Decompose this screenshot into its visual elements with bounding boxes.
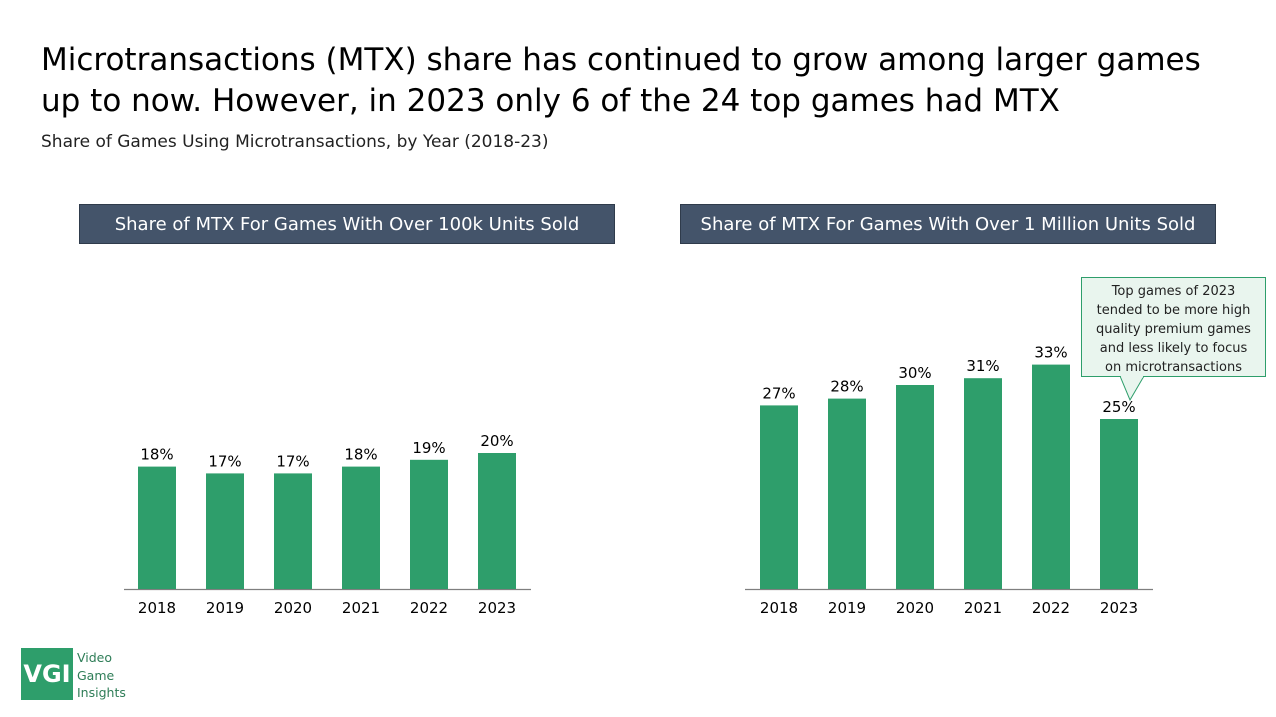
logo-line: Game xyxy=(77,667,115,683)
bar xyxy=(760,405,798,589)
bar xyxy=(274,473,312,589)
data-label: 28% xyxy=(830,378,863,396)
data-label: 17% xyxy=(276,452,309,470)
x-tick-label: 2022 xyxy=(410,599,448,617)
bar xyxy=(1100,419,1138,589)
bar xyxy=(410,459,448,589)
logo-line: Video xyxy=(77,650,113,665)
x-tick-label: 2018 xyxy=(138,599,176,617)
x-tick-label: 2021 xyxy=(964,599,1002,617)
data-label: 18% xyxy=(140,446,173,464)
page-subtitle: Share of Games Using Microtransactions, … xyxy=(41,132,549,152)
bar xyxy=(206,473,244,589)
data-label: 19% xyxy=(412,439,445,457)
data-label: 25% xyxy=(1102,398,1135,416)
x-tick-label: 2019 xyxy=(206,599,244,617)
logo-line: Insights xyxy=(77,685,126,700)
x-tick-label: 2022 xyxy=(1032,599,1070,617)
data-label: 20% xyxy=(480,432,513,450)
callout-line: tended to be more high xyxy=(1096,303,1251,318)
bar xyxy=(478,453,516,589)
bar xyxy=(342,466,380,589)
data-label: 27% xyxy=(762,384,795,402)
x-tick-label: 2019 xyxy=(828,599,866,617)
chart-right-title: Share of MTX For Games With Over 1 Milli… xyxy=(680,204,1216,244)
bar xyxy=(1032,364,1070,589)
callout-line: on microtransactions xyxy=(1105,360,1242,375)
vgi-logo: VGI xyxy=(21,648,73,700)
bar xyxy=(964,378,1002,589)
callout-pointer xyxy=(1120,376,1145,402)
data-label: 30% xyxy=(898,364,931,382)
callout-line: Top games of 2023 xyxy=(1111,284,1236,299)
x-tick-label: 2020 xyxy=(274,599,312,617)
x-tick-label: 2023 xyxy=(1100,599,1138,617)
bar xyxy=(138,466,176,589)
page-title: Microtransactions (MTX) share has contin… xyxy=(41,42,1201,119)
bar xyxy=(828,398,866,589)
data-label: 33% xyxy=(1034,344,1067,362)
bar xyxy=(896,385,934,589)
data-label: 17% xyxy=(208,452,241,470)
callout-line: quality premium games xyxy=(1096,322,1251,337)
logo-wordmark: Video Game Insights xyxy=(77,649,126,702)
data-label: 18% xyxy=(344,446,377,464)
x-tick-label: 2020 xyxy=(896,599,934,617)
x-tick-label: 2023 xyxy=(478,599,516,617)
callout-box: Top games of 2023 tended to be more high… xyxy=(1081,277,1266,377)
x-tick-label: 2018 xyxy=(760,599,798,617)
chart-left-title: Share of MTX For Games With Over 100k Un… xyxy=(79,204,615,244)
callout-line: and less likely to focus xyxy=(1099,341,1248,356)
x-tick-label: 2021 xyxy=(342,599,380,617)
data-label: 31% xyxy=(966,357,999,375)
